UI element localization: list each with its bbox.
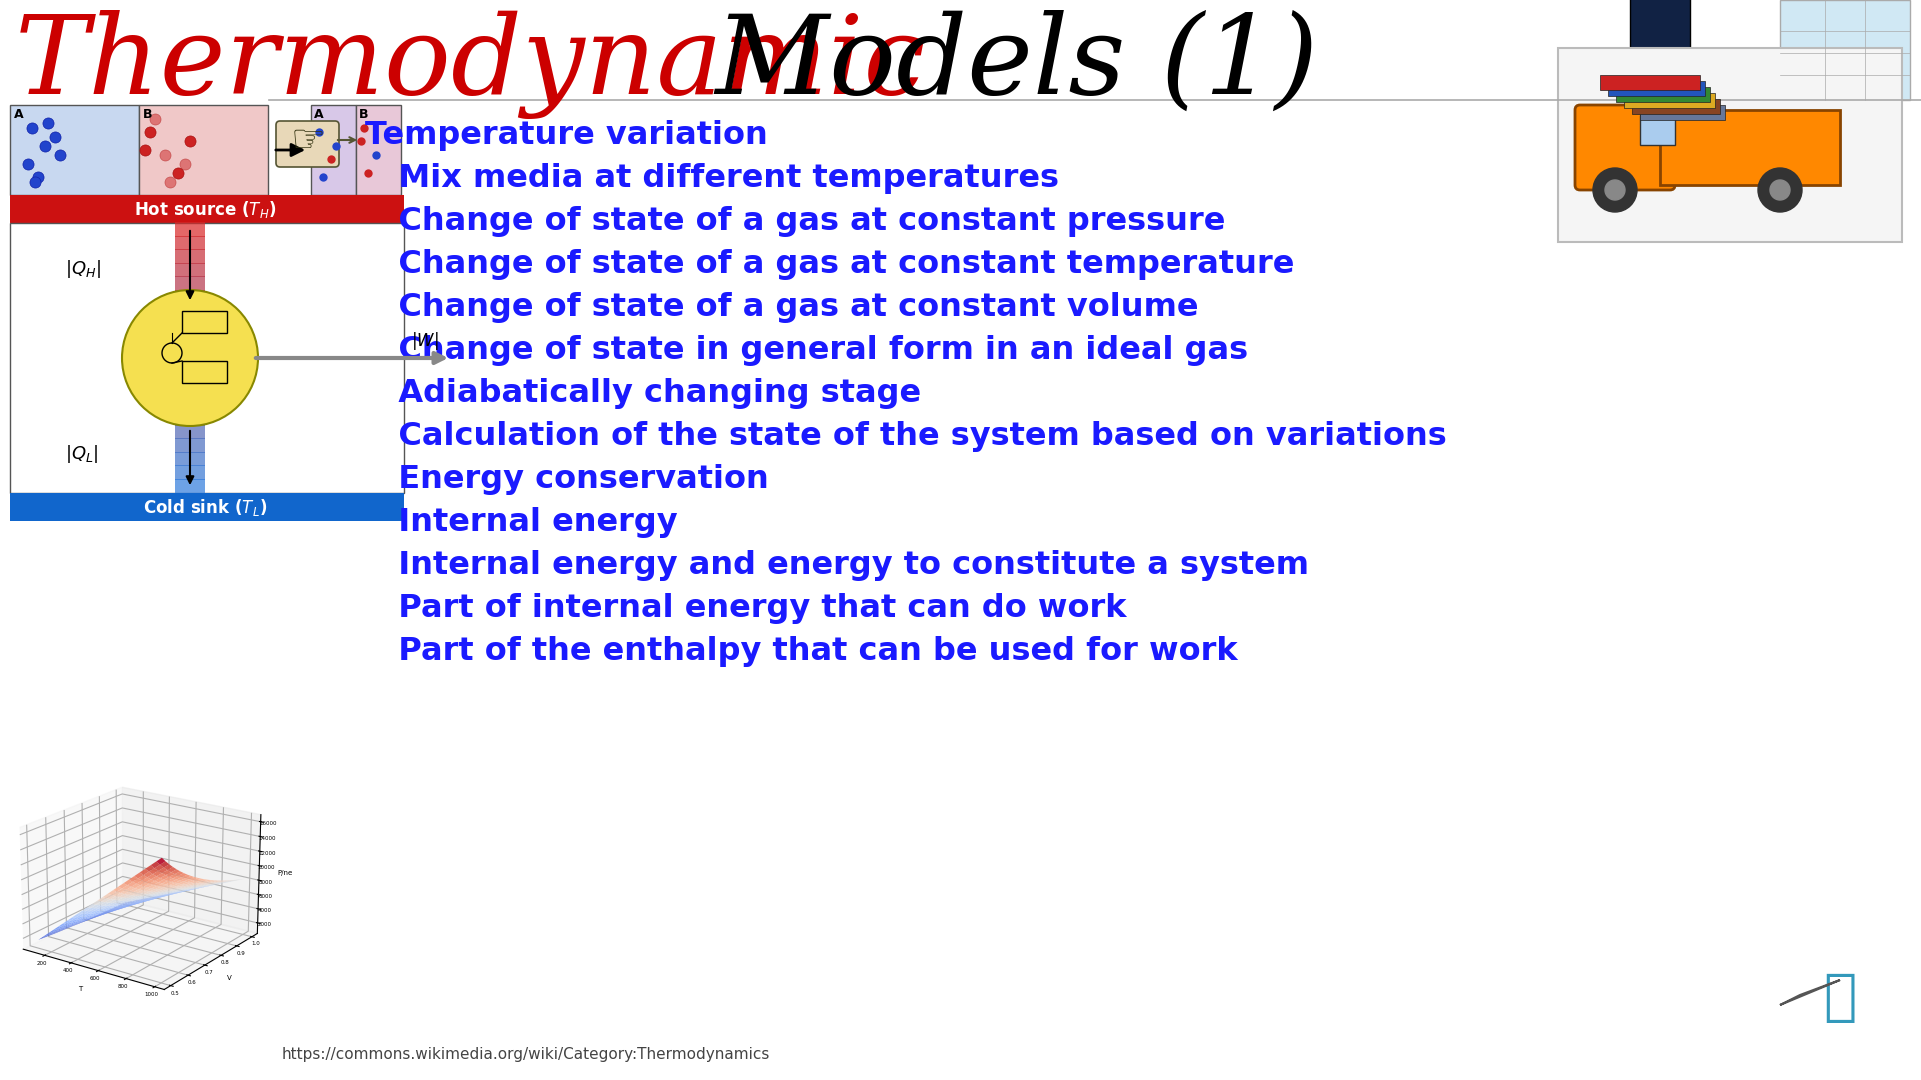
Text: Change of state in general form in an ideal gas: Change of state in general form in an id… bbox=[365, 335, 1249, 366]
FancyBboxPatch shape bbox=[1608, 81, 1706, 96]
Text: $|Q_H|$: $|Q_H|$ bbox=[65, 258, 102, 280]
FancyBboxPatch shape bbox=[175, 438, 206, 453]
Circle shape bbox=[1769, 180, 1790, 200]
FancyBboxPatch shape bbox=[175, 316, 206, 330]
Text: $|Q_L|$: $|Q_L|$ bbox=[65, 443, 98, 465]
FancyBboxPatch shape bbox=[1616, 87, 1710, 102]
Text: Calculation of the state of the system based on variations: Calculation of the state of the system b… bbox=[365, 421, 1447, 453]
FancyBboxPatch shape bbox=[175, 303, 206, 318]
FancyBboxPatch shape bbox=[1641, 114, 1675, 145]
Circle shape bbox=[1758, 168, 1802, 212]
FancyBboxPatch shape bbox=[1641, 105, 1725, 120]
FancyBboxPatch shape bbox=[175, 357, 206, 372]
Circle shape bbox=[1593, 168, 1637, 212]
FancyBboxPatch shape bbox=[182, 311, 227, 333]
FancyBboxPatch shape bbox=[277, 121, 338, 167]
FancyBboxPatch shape bbox=[175, 397, 206, 411]
FancyBboxPatch shape bbox=[175, 262, 206, 276]
Text: ☞: ☞ bbox=[290, 122, 325, 160]
FancyBboxPatch shape bbox=[1633, 99, 1719, 114]
FancyBboxPatch shape bbox=[138, 105, 269, 195]
Y-axis label: V: V bbox=[227, 975, 231, 981]
FancyBboxPatch shape bbox=[175, 384, 206, 399]
Text: Internal energy: Internal energy bbox=[365, 507, 678, 538]
Text: Internal energy and energy to constitute a system: Internal energy and energy to constitute… bbox=[365, 550, 1308, 581]
FancyBboxPatch shape bbox=[175, 465, 206, 480]
Text: Thermodynamic: Thermodynamic bbox=[15, 10, 926, 119]
Text: Change of state of a gas at constant pressure: Change of state of a gas at constant pre… bbox=[365, 206, 1226, 237]
FancyBboxPatch shape bbox=[175, 289, 206, 303]
FancyBboxPatch shape bbox=[175, 249, 206, 264]
Polygon shape bbox=[1781, 980, 1840, 1005]
FancyBboxPatch shape bbox=[175, 451, 206, 465]
Text: Adiabatically changing stage: Adiabatically changing stage bbox=[365, 378, 922, 409]
FancyBboxPatch shape bbox=[1575, 105, 1675, 190]
FancyBboxPatch shape bbox=[175, 343, 206, 357]
FancyBboxPatch shape bbox=[10, 195, 403, 222]
Circle shape bbox=[123, 291, 257, 426]
Text: Part of the enthalpy that can be used for work: Part of the enthalpy that can be used fo… bbox=[365, 636, 1237, 667]
FancyBboxPatch shape bbox=[175, 276, 206, 291]
FancyBboxPatch shape bbox=[1660, 110, 1840, 185]
FancyBboxPatch shape bbox=[175, 330, 206, 345]
Circle shape bbox=[161, 343, 182, 363]
Text: $|W|$: $|W|$ bbox=[411, 330, 438, 352]
FancyBboxPatch shape bbox=[175, 424, 206, 438]
FancyBboxPatch shape bbox=[1623, 93, 1715, 108]
FancyBboxPatch shape bbox=[10, 222, 403, 492]
X-axis label: T: T bbox=[77, 986, 83, 991]
Text: Change of state of a gas at constant temperature: Change of state of a gas at constant tem… bbox=[365, 249, 1295, 280]
Text: Energy conservation: Energy conservation bbox=[365, 464, 768, 495]
Text: B: B bbox=[359, 108, 369, 121]
FancyBboxPatch shape bbox=[311, 105, 355, 195]
FancyBboxPatch shape bbox=[1600, 75, 1700, 90]
FancyBboxPatch shape bbox=[355, 105, 401, 195]
FancyBboxPatch shape bbox=[175, 478, 206, 492]
FancyBboxPatch shape bbox=[1631, 0, 1690, 70]
Text: B: B bbox=[142, 108, 152, 121]
FancyBboxPatch shape bbox=[175, 411, 206, 426]
Text: Hot source ($T_H$): Hot source ($T_H$) bbox=[134, 199, 277, 219]
FancyBboxPatch shape bbox=[175, 370, 206, 384]
FancyBboxPatch shape bbox=[10, 105, 138, 195]
Text: 🤝: 🤝 bbox=[1823, 971, 1856, 1025]
FancyBboxPatch shape bbox=[1558, 48, 1902, 242]
FancyBboxPatch shape bbox=[1781, 0, 1909, 100]
Text: Cold sink ($T_L$): Cold sink ($T_L$) bbox=[144, 497, 267, 517]
FancyBboxPatch shape bbox=[10, 492, 403, 521]
Text: A: A bbox=[313, 108, 323, 121]
Text: Change of state of a gas at constant volume: Change of state of a gas at constant vol… bbox=[365, 292, 1199, 323]
Text: Part of internal energy that can do work: Part of internal energy that can do work bbox=[365, 593, 1126, 624]
Text: Models (1): Models (1) bbox=[680, 10, 1318, 118]
Text: Temperature variation: Temperature variation bbox=[365, 120, 768, 151]
Text: A: A bbox=[13, 108, 23, 121]
FancyBboxPatch shape bbox=[175, 235, 206, 249]
Circle shape bbox=[1606, 180, 1625, 200]
Text: https://commons.wikimedia.org/wiki/Category:Thermodynamics: https://commons.wikimedia.org/wiki/Categ… bbox=[282, 1047, 770, 1062]
Text: Mix media at different temperatures: Mix media at different temperatures bbox=[365, 163, 1058, 194]
FancyBboxPatch shape bbox=[182, 361, 227, 383]
FancyBboxPatch shape bbox=[175, 222, 206, 237]
